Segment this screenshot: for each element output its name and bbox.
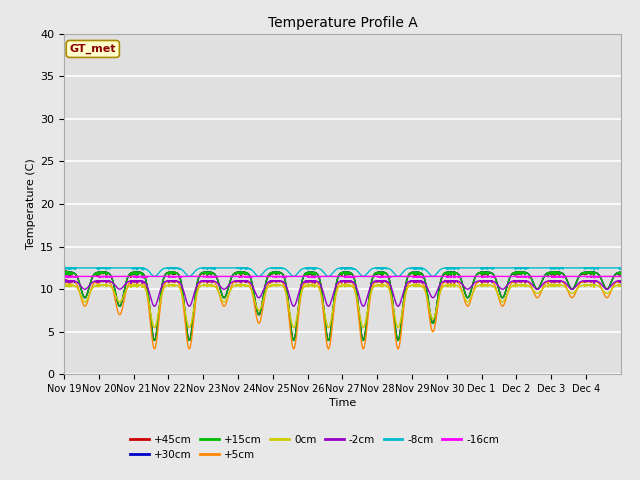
+45cm bbox=[611, 272, 618, 278]
+45cm bbox=[499, 295, 506, 300]
0cm bbox=[414, 282, 422, 288]
0cm bbox=[463, 299, 471, 305]
-8cm bbox=[463, 265, 471, 271]
-2cm bbox=[174, 278, 182, 284]
0cm bbox=[174, 283, 182, 289]
-8cm bbox=[611, 265, 618, 271]
+15cm bbox=[60, 267, 68, 273]
-2cm bbox=[617, 278, 625, 284]
-2cm bbox=[611, 279, 618, 285]
+5cm bbox=[617, 278, 625, 284]
+15cm bbox=[499, 295, 506, 300]
Legend: +45cm, +30cm, +15cm, +5cm, 0cm, -2cm, -8cm, -16cm: +45cm, +30cm, +15cm, +5cm, 0cm, -2cm, -8… bbox=[126, 431, 503, 464]
-2cm bbox=[414, 278, 422, 284]
Title: Temperature Profile A: Temperature Profile A bbox=[268, 16, 417, 30]
-16cm bbox=[499, 274, 506, 279]
-2cm bbox=[463, 286, 471, 292]
Line: +15cm: +15cm bbox=[64, 270, 621, 340]
-8cm bbox=[532, 265, 540, 271]
Line: +30cm: +30cm bbox=[64, 270, 621, 340]
0cm bbox=[532, 290, 540, 296]
-2cm bbox=[532, 286, 540, 292]
+30cm bbox=[532, 286, 540, 291]
X-axis label: Time: Time bbox=[329, 398, 356, 408]
+15cm bbox=[150, 337, 158, 343]
+30cm bbox=[150, 337, 158, 343]
+45cm bbox=[414, 269, 422, 275]
+5cm bbox=[499, 303, 506, 309]
-8cm bbox=[499, 265, 506, 271]
+30cm bbox=[611, 272, 618, 278]
+15cm bbox=[532, 286, 540, 291]
+30cm bbox=[414, 269, 422, 275]
+15cm bbox=[611, 272, 618, 278]
+45cm bbox=[174, 271, 182, 277]
0cm bbox=[60, 281, 68, 287]
+15cm bbox=[174, 271, 182, 277]
+5cm bbox=[60, 276, 68, 281]
Line: -2cm: -2cm bbox=[64, 279, 621, 306]
+30cm bbox=[463, 294, 471, 300]
-16cm bbox=[525, 275, 532, 281]
-2cm bbox=[499, 286, 506, 292]
+15cm bbox=[414, 269, 422, 275]
-16cm bbox=[60, 273, 68, 278]
-8cm bbox=[174, 265, 182, 271]
Line: +5cm: +5cm bbox=[64, 278, 621, 349]
+45cm bbox=[532, 286, 540, 291]
0cm bbox=[150, 324, 158, 330]
+5cm bbox=[174, 280, 182, 286]
-16cm bbox=[463, 274, 470, 279]
+15cm bbox=[463, 294, 471, 300]
Line: +45cm: +45cm bbox=[64, 269, 621, 340]
-16cm bbox=[414, 274, 422, 280]
Text: GT_met: GT_met bbox=[70, 44, 116, 54]
-8cm bbox=[150, 274, 158, 279]
-8cm bbox=[60, 264, 68, 270]
+30cm bbox=[499, 295, 506, 300]
-2cm bbox=[150, 303, 158, 309]
+5cm bbox=[532, 294, 540, 300]
+45cm bbox=[617, 270, 625, 276]
-16cm bbox=[532, 274, 540, 279]
-16cm bbox=[611, 274, 618, 279]
Y-axis label: Temperature (C): Temperature (C) bbox=[26, 158, 36, 250]
Line: -8cm: -8cm bbox=[64, 267, 621, 276]
+5cm bbox=[414, 278, 422, 284]
+45cm bbox=[60, 266, 68, 272]
0cm bbox=[617, 282, 625, 288]
-2cm bbox=[60, 276, 68, 282]
+30cm bbox=[60, 267, 68, 273]
+45cm bbox=[463, 294, 471, 300]
+5cm bbox=[611, 281, 618, 287]
+30cm bbox=[174, 271, 182, 277]
Line: -16cm: -16cm bbox=[64, 276, 621, 278]
0cm bbox=[499, 299, 506, 305]
-8cm bbox=[414, 265, 422, 271]
0cm bbox=[611, 284, 618, 289]
+5cm bbox=[463, 303, 471, 309]
Line: 0cm: 0cm bbox=[64, 284, 621, 327]
-16cm bbox=[617, 274, 625, 279]
+15cm bbox=[617, 270, 625, 276]
-8cm bbox=[617, 265, 625, 271]
+5cm bbox=[150, 346, 158, 352]
+45cm bbox=[150, 337, 158, 343]
+30cm bbox=[617, 270, 625, 276]
-16cm bbox=[174, 274, 182, 279]
